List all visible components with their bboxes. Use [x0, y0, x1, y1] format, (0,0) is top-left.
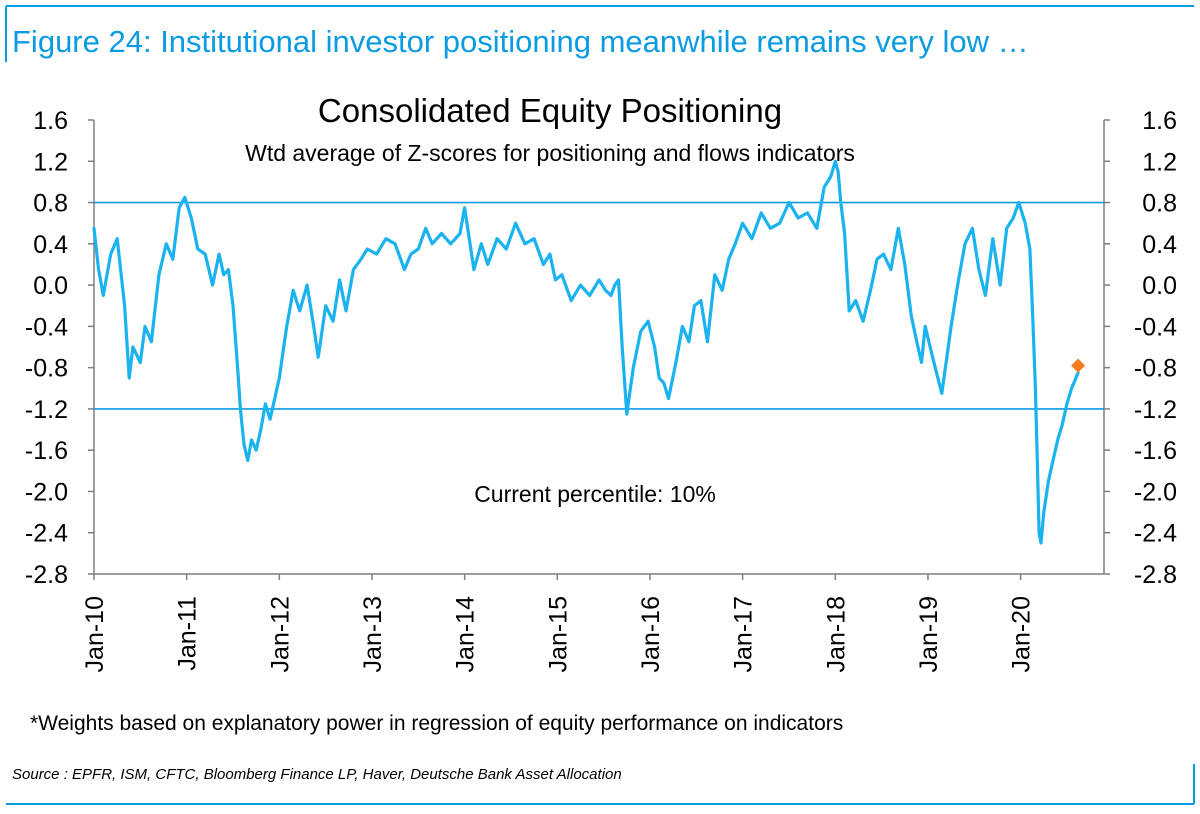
- y-tick-label-right: -0.8: [1134, 355, 1177, 383]
- current-value-marker: [1071, 358, 1086, 373]
- x-tick-label: Jan-18: [822, 596, 850, 672]
- y-tick-label-left: -1.2: [25, 396, 68, 424]
- y-tick-label-left: 1.2: [33, 148, 68, 176]
- y-tick-label-right: -0.4: [1134, 313, 1177, 341]
- x-tick-label: Jan-12: [266, 596, 294, 672]
- y-tick-label-left: -2.8: [25, 561, 68, 589]
- y-tick-label-left: 1.6: [33, 107, 68, 135]
- y-tick-label-left: -0.4: [25, 313, 68, 341]
- y-tick-label-left: -1.6: [25, 437, 68, 465]
- chart-annotation: Current percentile: 10%: [474, 481, 716, 507]
- y-tick-label-left: -0.8: [25, 355, 68, 383]
- footnote: *Weights based on explanatory power in r…: [30, 712, 844, 735]
- x-tick-label: Jan-17: [730, 596, 758, 672]
- y-tick-label-right: -2.4: [1134, 520, 1177, 548]
- y-tick-label-right: 1.6: [1142, 107, 1177, 135]
- y-tick-label-right: 0.8: [1142, 190, 1177, 218]
- y-tick-label-right: -1.6: [1134, 437, 1177, 465]
- x-tick-label: Jan-19: [915, 596, 943, 672]
- y-tick-label-right: -2.8: [1134, 561, 1177, 589]
- y-tick-label-right: 0.4: [1142, 231, 1177, 259]
- y-tick-label-right: -1.2: [1134, 396, 1177, 424]
- source-note: Source : EPFR, ISM, CFTC, Bloomberg Fina…: [12, 766, 622, 783]
- x-tick-label: Jan-13: [359, 596, 387, 672]
- y-tick-label-right: -2.0: [1134, 478, 1177, 506]
- y-tick-label-left: -2.4: [25, 520, 68, 548]
- x-tick-label: Jan-10: [81, 596, 109, 672]
- chart-title: Consolidated Equity Positioning: [318, 92, 782, 129]
- y-tick-label-right: 1.2: [1142, 148, 1177, 176]
- figure-title: Figure 24: Institutional investor positi…: [12, 24, 1029, 59]
- y-tick-label-left: 0.4: [33, 231, 68, 259]
- x-tick-label: Jan-20: [1008, 596, 1036, 672]
- chart-subtitle: Wtd average of Z-scores for positioning …: [245, 140, 855, 166]
- x-tick-label: Jan-11: [174, 596, 202, 671]
- x-tick-label: Jan-15: [544, 596, 572, 672]
- y-tick-label-left: 0.0: [33, 272, 68, 300]
- y-tick-label-right: 0.0: [1142, 272, 1177, 300]
- x-tick-label: Jan-16: [637, 596, 665, 672]
- x-tick-label: Jan-14: [452, 596, 480, 673]
- series-line: [92, 159, 1080, 545]
- y-tick-label-left: 0.8: [33, 190, 68, 218]
- y-tick-label-left: -2.0: [25, 478, 68, 506]
